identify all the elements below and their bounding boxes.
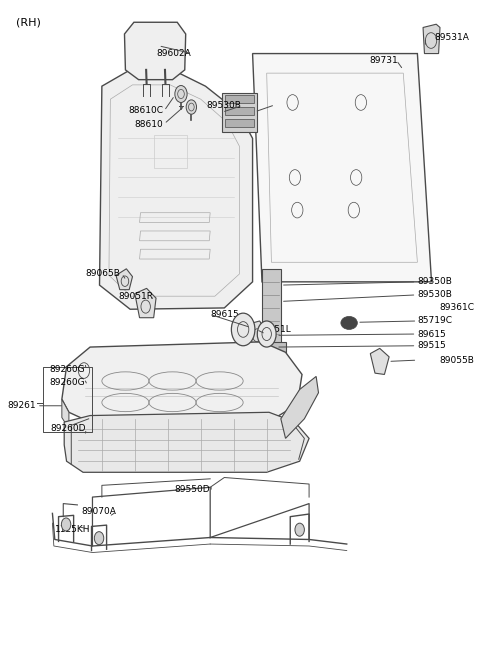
Text: 89615: 89615 (418, 329, 446, 339)
Polygon shape (222, 93, 257, 132)
Circle shape (175, 86, 187, 102)
Polygon shape (62, 400, 69, 428)
Circle shape (95, 532, 104, 545)
Text: 89261: 89261 (7, 402, 36, 410)
Text: 89530B: 89530B (206, 102, 241, 110)
Polygon shape (64, 412, 309, 472)
Text: 89260G: 89260G (50, 365, 85, 375)
Text: 89531A: 89531A (434, 33, 469, 42)
Text: 89530B: 89530B (418, 290, 452, 299)
Text: 89051R: 89051R (119, 291, 154, 301)
Text: 89260G: 89260G (50, 379, 85, 388)
Polygon shape (124, 22, 186, 80)
Text: 89550D: 89550D (175, 485, 210, 494)
Text: 85719C: 85719C (418, 316, 452, 326)
Text: 89350B: 89350B (418, 277, 452, 286)
Polygon shape (262, 269, 281, 344)
Circle shape (257, 321, 276, 347)
Circle shape (295, 523, 304, 536)
Text: 89051L: 89051L (257, 325, 291, 334)
Text: 89361C: 89361C (439, 303, 474, 312)
Polygon shape (225, 96, 254, 103)
Text: 88610C: 88610C (128, 107, 163, 115)
Text: 89065B: 89065B (86, 269, 120, 278)
Text: 89070A: 89070A (81, 507, 116, 516)
Polygon shape (225, 119, 254, 126)
Text: 89515: 89515 (418, 341, 446, 350)
Polygon shape (225, 107, 254, 115)
Text: 89615: 89615 (210, 310, 239, 319)
Circle shape (61, 518, 71, 531)
Circle shape (231, 313, 255, 346)
Polygon shape (260, 342, 286, 357)
Polygon shape (248, 321, 266, 346)
Polygon shape (62, 342, 302, 422)
Polygon shape (423, 24, 440, 54)
Polygon shape (252, 54, 432, 282)
Text: (RH): (RH) (16, 18, 41, 28)
Text: 89731: 89731 (370, 56, 398, 65)
Ellipse shape (341, 316, 357, 329)
Polygon shape (116, 269, 132, 290)
Polygon shape (99, 70, 252, 309)
Text: 88610: 88610 (134, 119, 163, 128)
Text: 89055B: 89055B (439, 356, 474, 365)
Circle shape (186, 100, 196, 114)
Text: 89260D: 89260D (50, 424, 85, 433)
Text: 89602A: 89602A (156, 49, 192, 58)
Polygon shape (135, 288, 156, 318)
Polygon shape (281, 377, 319, 438)
Text: 1125KH: 1125KH (55, 525, 90, 534)
Polygon shape (370, 348, 389, 375)
